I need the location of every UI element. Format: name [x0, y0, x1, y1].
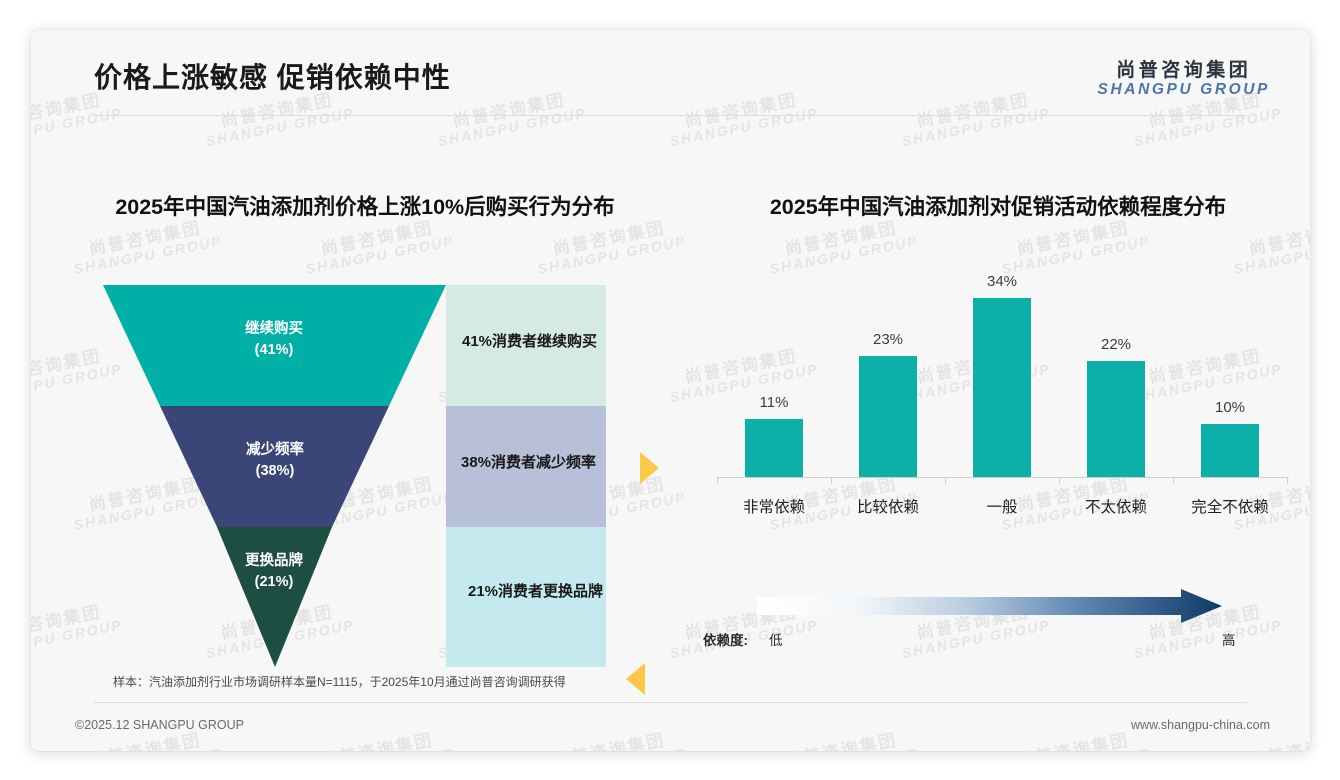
bar-column[interactable]: 34% 一般 [945, 273, 1059, 516]
legend-low-label: 低 [769, 633, 783, 648]
logo-en-text: SHANGPU GROUP [1097, 81, 1270, 99]
bar-rect[interactable] [1087, 361, 1145, 477]
axis-tick [1287, 477, 1288, 484]
brand-logo: 尚普咨询集团 SHANGPU GROUP [1098, 60, 1270, 99]
bar-value-label: 34% [986, 273, 1018, 290]
funnel-label-2-value: (21%) [254, 574, 294, 591]
bar-rect[interactable] [745, 419, 803, 477]
funnel-panel-1 [446, 406, 606, 527]
bar-value-label: 23% [872, 331, 904, 348]
bar-value-label: 10% [1214, 399, 1246, 416]
bar-category-label: 比较依赖 [856, 499, 919, 516]
header-divider [94, 115, 1247, 116]
funnel-label-1: 减少频率 (38%) [160, 440, 390, 482]
bar-rect[interactable] [1201, 424, 1259, 477]
right-chart-title: 2025年中国汽油添加剂对促销活动依赖程度分布 [769, 195, 1227, 219]
funnel-shapes [103, 285, 606, 667]
left-panel: 2025年中国汽油添加剂价格上涨10%后购买行为分布 继续购买 (41%) 减少… [31, 130, 671, 695]
funnel-panel-0 [446, 285, 606, 406]
funnel-label-2-name: 更换品牌 [245, 553, 303, 569]
slide-footer: ©2025.12 SHANGPU GROUP www.shangpu-china… [31, 705, 1310, 751]
bar-category-label: 完全不依赖 [1191, 499, 1269, 516]
funnel-chart: 继续购买 (41%) 减少频率 (38%) 更换品牌 (21%) 41%消费者继… [103, 285, 659, 695]
logo-cn-text: 尚普咨询集团 [1116, 60, 1252, 81]
page-title: 价格上涨敏感 促销依赖中性 [94, 62, 451, 93]
funnel-label-2: 更换品牌 (21%) [159, 551, 389, 593]
gradient-legend: 依赖度: 低 高 [671, 585, 1310, 665]
left-chart-title: 2025年中国汽油添加剂价格上涨10%后购买行为分布 [115, 195, 615, 219]
bar-category-label: 一般 [986, 499, 1018, 516]
axis-tick [945, 477, 946, 484]
legend-title: 依赖度: [703, 633, 748, 648]
bar-value-label: 11% [759, 394, 789, 411]
slide-card: 尚普咨询集团 SHANGPU GROUP 尚普咨询集团 SHANGPU GROUP 尚普… [31, 30, 1310, 751]
marker-right-triangle-icon [640, 452, 659, 484]
funnel-segment-0 [103, 285, 446, 406]
funnel-segment-1 [160, 406, 389, 527]
funnel-label-0-value: (41%) [254, 342, 294, 359]
funnel-label-0-name: 继续购买 [245, 321, 303, 337]
footer-divider [94, 702, 1247, 703]
bar-value-label: 22% [1100, 336, 1132, 353]
axis-tick [1173, 477, 1174, 484]
bar-chart: 11% 非常依赖 23% 比较依赖 34% 一般 22% 不太依赖 10% 完全不依赖 [717, 250, 1289, 570]
funnel-side-text-1: 38%消费者减少频率 [461, 454, 597, 471]
website-url[interactable]: www.shangpu-china.com [1131, 718, 1270, 732]
bar-rect[interactable] [859, 356, 917, 477]
bar-column[interactable]: 23% 比较依赖 [831, 331, 945, 516]
axis-tick [1059, 477, 1060, 484]
funnel-side-text-2: 21%消费者更换品牌 [468, 583, 604, 600]
funnel-segment-2 [217, 527, 332, 667]
funnel-panel-2 [446, 527, 606, 667]
bar-column[interactable]: 22% 不太依赖 [1059, 336, 1173, 516]
funnel-label-0: 继续购买 (41%) [159, 319, 389, 361]
bar-chart-axis [717, 477, 1289, 478]
right-panel: 2025年中国汽油添加剂对促销活动依赖程度分布 11% 非常依赖 23% 比较依赖 34… [671, 130, 1310, 690]
gradient-arrow-icon [757, 589, 1222, 623]
bar-category-label: 不太依赖 [1084, 499, 1147, 516]
axis-tick [831, 477, 832, 484]
legend-high-label: 高 [1222, 633, 1236, 648]
bar-rect[interactable] [973, 298, 1031, 477]
funnel-label-1-name: 减少频率 [246, 442, 304, 458]
marker-left-triangle-icon [626, 663, 645, 695]
copyright-text: ©2025.12 SHANGPU GROUP [75, 718, 244, 732]
bar-column[interactable]: 11% 非常依赖 [717, 394, 831, 516]
source-note: 样本：汽油添加剂行业市场调研样本量N=1115，于2025年10月通过尚普咨询调… [113, 675, 566, 689]
funnel-label-1-value: (38%) [255, 463, 295, 480]
slide-header: 价格上涨敏感 促销依赖中性 尚普咨询集团 SHANGPU GROUP [31, 30, 1310, 130]
funnel-side-text-0: 41%消费者继续购买 [462, 333, 598, 350]
bar-category-label: 非常依赖 [742, 499, 805, 516]
bar-column[interactable]: 10% 完全不依赖 [1173, 399, 1287, 516]
axis-tick [717, 477, 718, 484]
